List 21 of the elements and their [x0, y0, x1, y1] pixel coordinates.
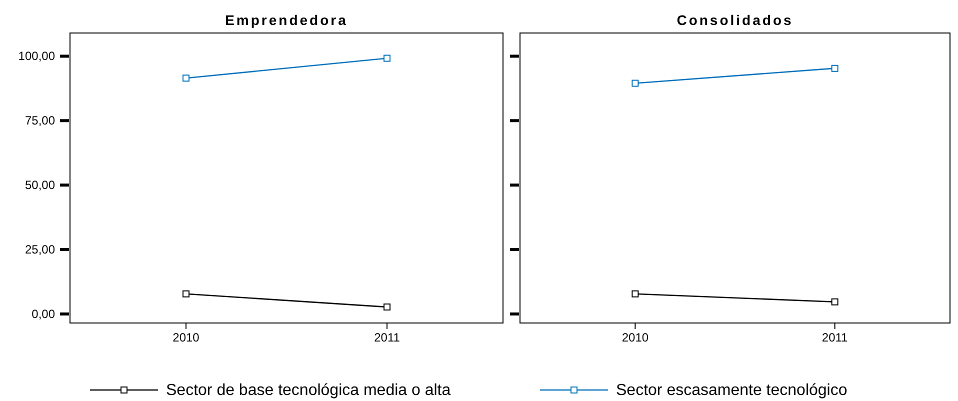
x-tick-label: 2010	[172, 330, 200, 345]
x-tick-label: 2010	[622, 330, 649, 345]
legend-label: Sector de base tecnológica media o alta	[166, 382, 451, 399]
point	[632, 80, 639, 87]
chart-title: Consolidados	[676, 12, 794, 28]
point	[384, 54, 391, 62]
point	[182, 74, 190, 82]
x-tick-label: 2011	[822, 330, 848, 345]
y-tick-label: 100,00	[18, 49, 56, 64]
y-tick-label: 25,00	[24, 242, 56, 256]
x-tick-label: 2011	[374, 330, 400, 345]
point	[831, 64, 838, 72]
y-tick-label: 75,00	[24, 113, 56, 128]
point	[831, 298, 838, 306]
point	[384, 304, 391, 311]
y-tick-label: 50,00	[24, 178, 56, 192]
point	[632, 290, 639, 298]
legend-label: Sector escasamente tecnológico	[616, 382, 848, 399]
point	[182, 290, 190, 298]
y-tick-label: 0,00	[32, 306, 56, 321]
chart-title: Emprendedora	[225, 12, 348, 28]
